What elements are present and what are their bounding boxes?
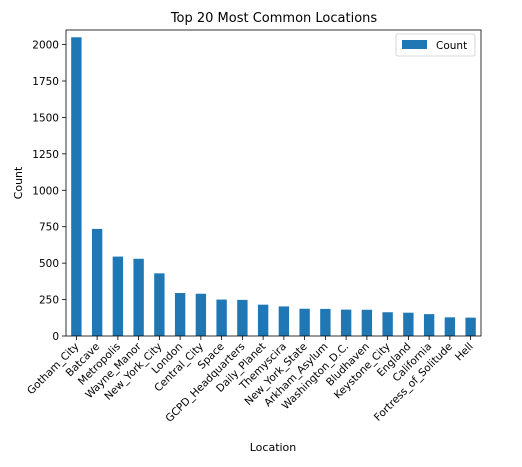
bar-New_York_State: [299, 308, 310, 336]
y-tick-label: 1000: [32, 185, 59, 197]
bar-Washington_D.C.: [340, 309, 352, 336]
y-tick-label: 1750: [32, 76, 59, 88]
y-tick-label: 1500: [32, 112, 59, 124]
bar-Batcave: [91, 228, 103, 336]
plot-frame: [65, 29, 482, 337]
bar-New_York_City: [154, 273, 165, 336]
bar-Metropolis: [112, 256, 124, 336]
bar-Gotham_City: [71, 37, 82, 337]
legend-swatch: [402, 40, 427, 49]
bar-California: [423, 314, 435, 336]
x-axis-ticks: Gotham_CityBatcaveMetropolisWayne_ManorN…: [25, 336, 476, 425]
bar-Wayne_Manor: [133, 258, 144, 336]
bar-Bludhaven: [361, 309, 373, 336]
bar-London: [174, 293, 186, 336]
x-axis-label: Location: [250, 441, 297, 454]
bar-Themyscira: [278, 306, 290, 336]
y-tick-label: 1250: [32, 149, 59, 161]
legend-frame: [395, 33, 476, 57]
bar-Space: [216, 299, 227, 336]
bars-group: [71, 37, 476, 337]
bar-Arkham_Asylum: [320, 308, 331, 336]
chart-title: Top 20 Most Common Locations: [170, 11, 378, 26]
x-tick-label: Hell: [453, 341, 476, 364]
y-tick-label: 750: [39, 222, 59, 234]
bar-Hell: [465, 317, 476, 336]
y-tick-label: 0: [52, 331, 59, 343]
y-tick-label: 2000: [32, 40, 59, 52]
y-axis-ticks: 0 250 500 750 1000 1250 1500 1750 2000: [32, 40, 66, 343]
bar-Central_City: [195, 293, 207, 336]
y-tick-label: 500: [39, 258, 59, 270]
bar-Daily_Planet: [257, 304, 269, 336]
legend-label: Count: [436, 40, 467, 52]
bar-England: [403, 312, 414, 336]
y-tick-label: 250: [39, 295, 59, 307]
bar-GCPD_Headquarters: [237, 299, 248, 336]
legend: Count: [395, 33, 476, 57]
bar-Keystone_City: [382, 312, 393, 336]
bar-Fortress_of_Solitude: [444, 317, 456, 336]
y-axis-label: Count: [12, 166, 25, 199]
